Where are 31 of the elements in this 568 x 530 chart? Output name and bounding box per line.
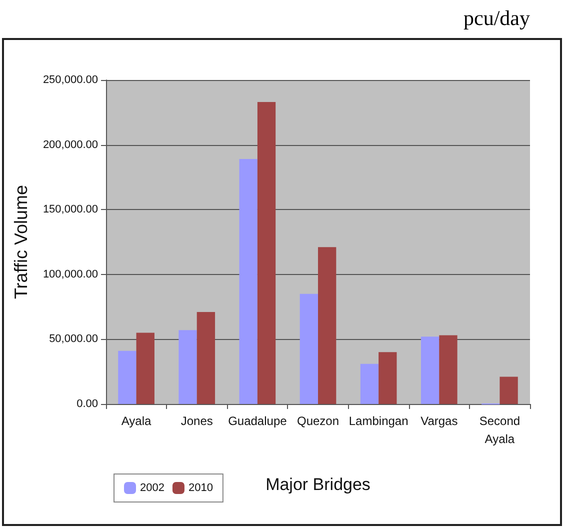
bar [318,247,336,404]
text: pcu/day [464,6,530,31]
bar [378,352,397,404]
bar [178,330,197,404]
bar [136,332,154,404]
bar [420,336,440,404]
legend-label: 2010 [188,482,213,494]
bar [118,350,136,404]
bar [500,376,518,404]
x-tick-label: Second Ayala [479,414,520,446]
y-tick-label: 250,000.00 [42,74,98,86]
x-tick-label: Lambingan [348,414,408,428]
bar [257,102,276,404]
x-tick-label: Ayala [121,414,152,428]
bar [360,364,379,404]
x-tick-label: Vargas [420,414,458,428]
y-tick-label: 200,000.00 [42,138,98,151]
bar [239,159,258,404]
y-tick-label: 0.00 [76,398,98,410]
y-tick-label: 100,000.00 [42,268,98,280]
y-axis-title: Traffic Volume [11,184,31,300]
x-tick-label: Guadalupe [228,414,288,428]
legend-label: 2002 [140,482,164,494]
bar [300,294,318,404]
bar [196,312,216,404]
x-tick-label: Quezon [296,414,340,428]
bar [439,335,458,404]
x-tick-label: Jones [180,414,213,428]
x-axis-title: Major Bridges [266,475,370,494]
y-tick-label: 50,000.00 [49,333,98,346]
y-tick-label: 150,000.00 [42,204,98,216]
